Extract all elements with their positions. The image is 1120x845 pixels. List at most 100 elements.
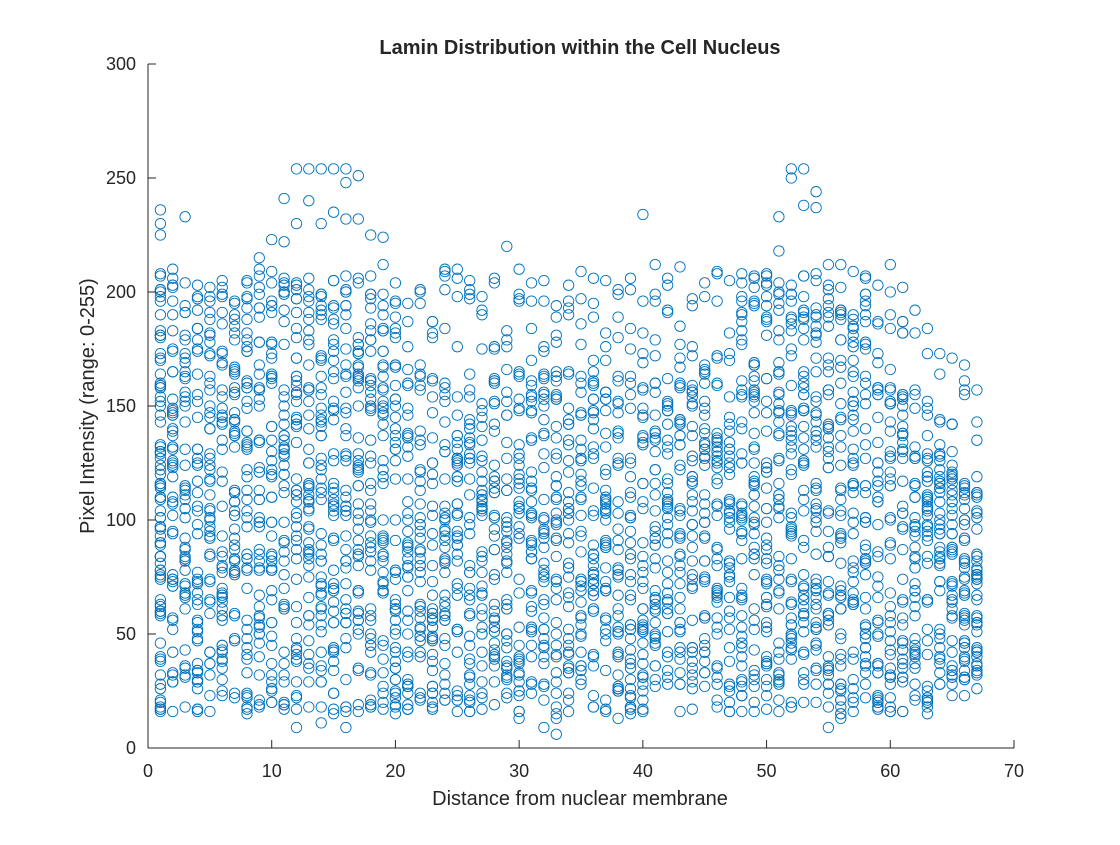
data-point: [798, 580, 810, 592]
data-point: [228, 635, 241, 647]
data-point: [303, 338, 315, 351]
data-point: [798, 163, 810, 175]
data-point: [711, 662, 723, 674]
data-point: [501, 436, 513, 449]
data-point: [303, 701, 315, 713]
data-point: [785, 507, 797, 519]
data-point: [785, 343, 797, 355]
data-point: [513, 651, 525, 663]
data-point: [204, 512, 216, 524]
data-point: [327, 455, 340, 467]
data-point: [439, 439, 451, 451]
data-point: [798, 199, 810, 212]
data-point: [414, 384, 426, 396]
data-point: [897, 452, 909, 465]
data-point: [414, 646, 426, 658]
data-point: [859, 591, 872, 604]
data-point: [340, 270, 352, 282]
data-point: [835, 648, 847, 661]
data-point: [760, 461, 773, 474]
data-point: [649, 603, 661, 615]
data-point: [859, 315, 872, 328]
data-point: [798, 432, 810, 444]
data-point: [909, 550, 921, 563]
data-point: [439, 416, 451, 428]
data-point: [389, 393, 402, 405]
data-point: [798, 322, 810, 335]
data-point: [674, 578, 686, 590]
data-point: [315, 664, 327, 677]
data-point: [872, 616, 884, 629]
data-point: [488, 523, 501, 535]
data-point: [550, 639, 562, 652]
data-point: [958, 359, 971, 371]
data-point: [303, 537, 315, 549]
data-point: [501, 541, 513, 554]
data-point: [736, 553, 748, 565]
data-point: [464, 448, 476, 460]
data-point: [624, 525, 637, 538]
data-point: [290, 496, 303, 508]
data-point: [674, 603, 686, 615]
data-point: [637, 550, 649, 563]
data-point: [451, 452, 463, 465]
data-point: [402, 514, 414, 526]
data-point: [760, 591, 773, 604]
data-point: [810, 616, 822, 629]
y-tick-label: 100: [106, 510, 136, 530]
data-point: [810, 429, 822, 442]
data-point: [365, 450, 377, 462]
data-point: [426, 614, 439, 626]
data-point: [290, 489, 303, 501]
data-point: [513, 507, 525, 519]
data-point: [909, 694, 921, 706]
data-point: [971, 616, 983, 629]
data-point: [872, 692, 884, 704]
data-point: [921, 594, 934, 606]
data-point: [464, 594, 476, 606]
data-point: [674, 646, 686, 658]
data-point: [365, 393, 377, 405]
data-point: [303, 543, 315, 556]
data-point: [575, 475, 587, 487]
data-point: [785, 434, 797, 446]
data-point: [290, 293, 303, 305]
data-point: [798, 404, 810, 417]
data-point: [686, 703, 698, 715]
data-point: [736, 512, 748, 524]
data-point: [389, 603, 402, 615]
data-point: [290, 689, 303, 702]
data-point: [253, 548, 265, 560]
data-point: [377, 537, 389, 549]
data-point: [921, 455, 934, 467]
data-point: [835, 441, 847, 453]
data-point: [303, 619, 315, 631]
data-point: [501, 341, 513, 353]
data-point: [377, 548, 389, 560]
data-point: [451, 525, 463, 538]
data-point: [661, 477, 674, 490]
data-point: [191, 683, 204, 695]
data-point: [847, 653, 859, 665]
data-point: [476, 502, 488, 515]
data-point: [216, 582, 228, 595]
data-point: [760, 539, 773, 551]
data-point: [476, 450, 488, 462]
data-point: [228, 368, 241, 380]
data-point: [624, 701, 637, 713]
data-point: [414, 687, 426, 699]
data-point: [958, 589, 971, 601]
data-point: [476, 692, 488, 704]
data-point: [340, 176, 352, 189]
data-point: [699, 443, 711, 455]
data-point: [340, 543, 352, 556]
data-point: [389, 692, 402, 704]
data-point: [365, 505, 377, 517]
data-point: [179, 372, 191, 385]
data-point: [327, 582, 340, 595]
data-point: [439, 694, 451, 706]
data-point: [538, 694, 550, 706]
data-point: [488, 486, 501, 499]
data-point: [612, 669, 624, 681]
data-point: [649, 594, 661, 606]
